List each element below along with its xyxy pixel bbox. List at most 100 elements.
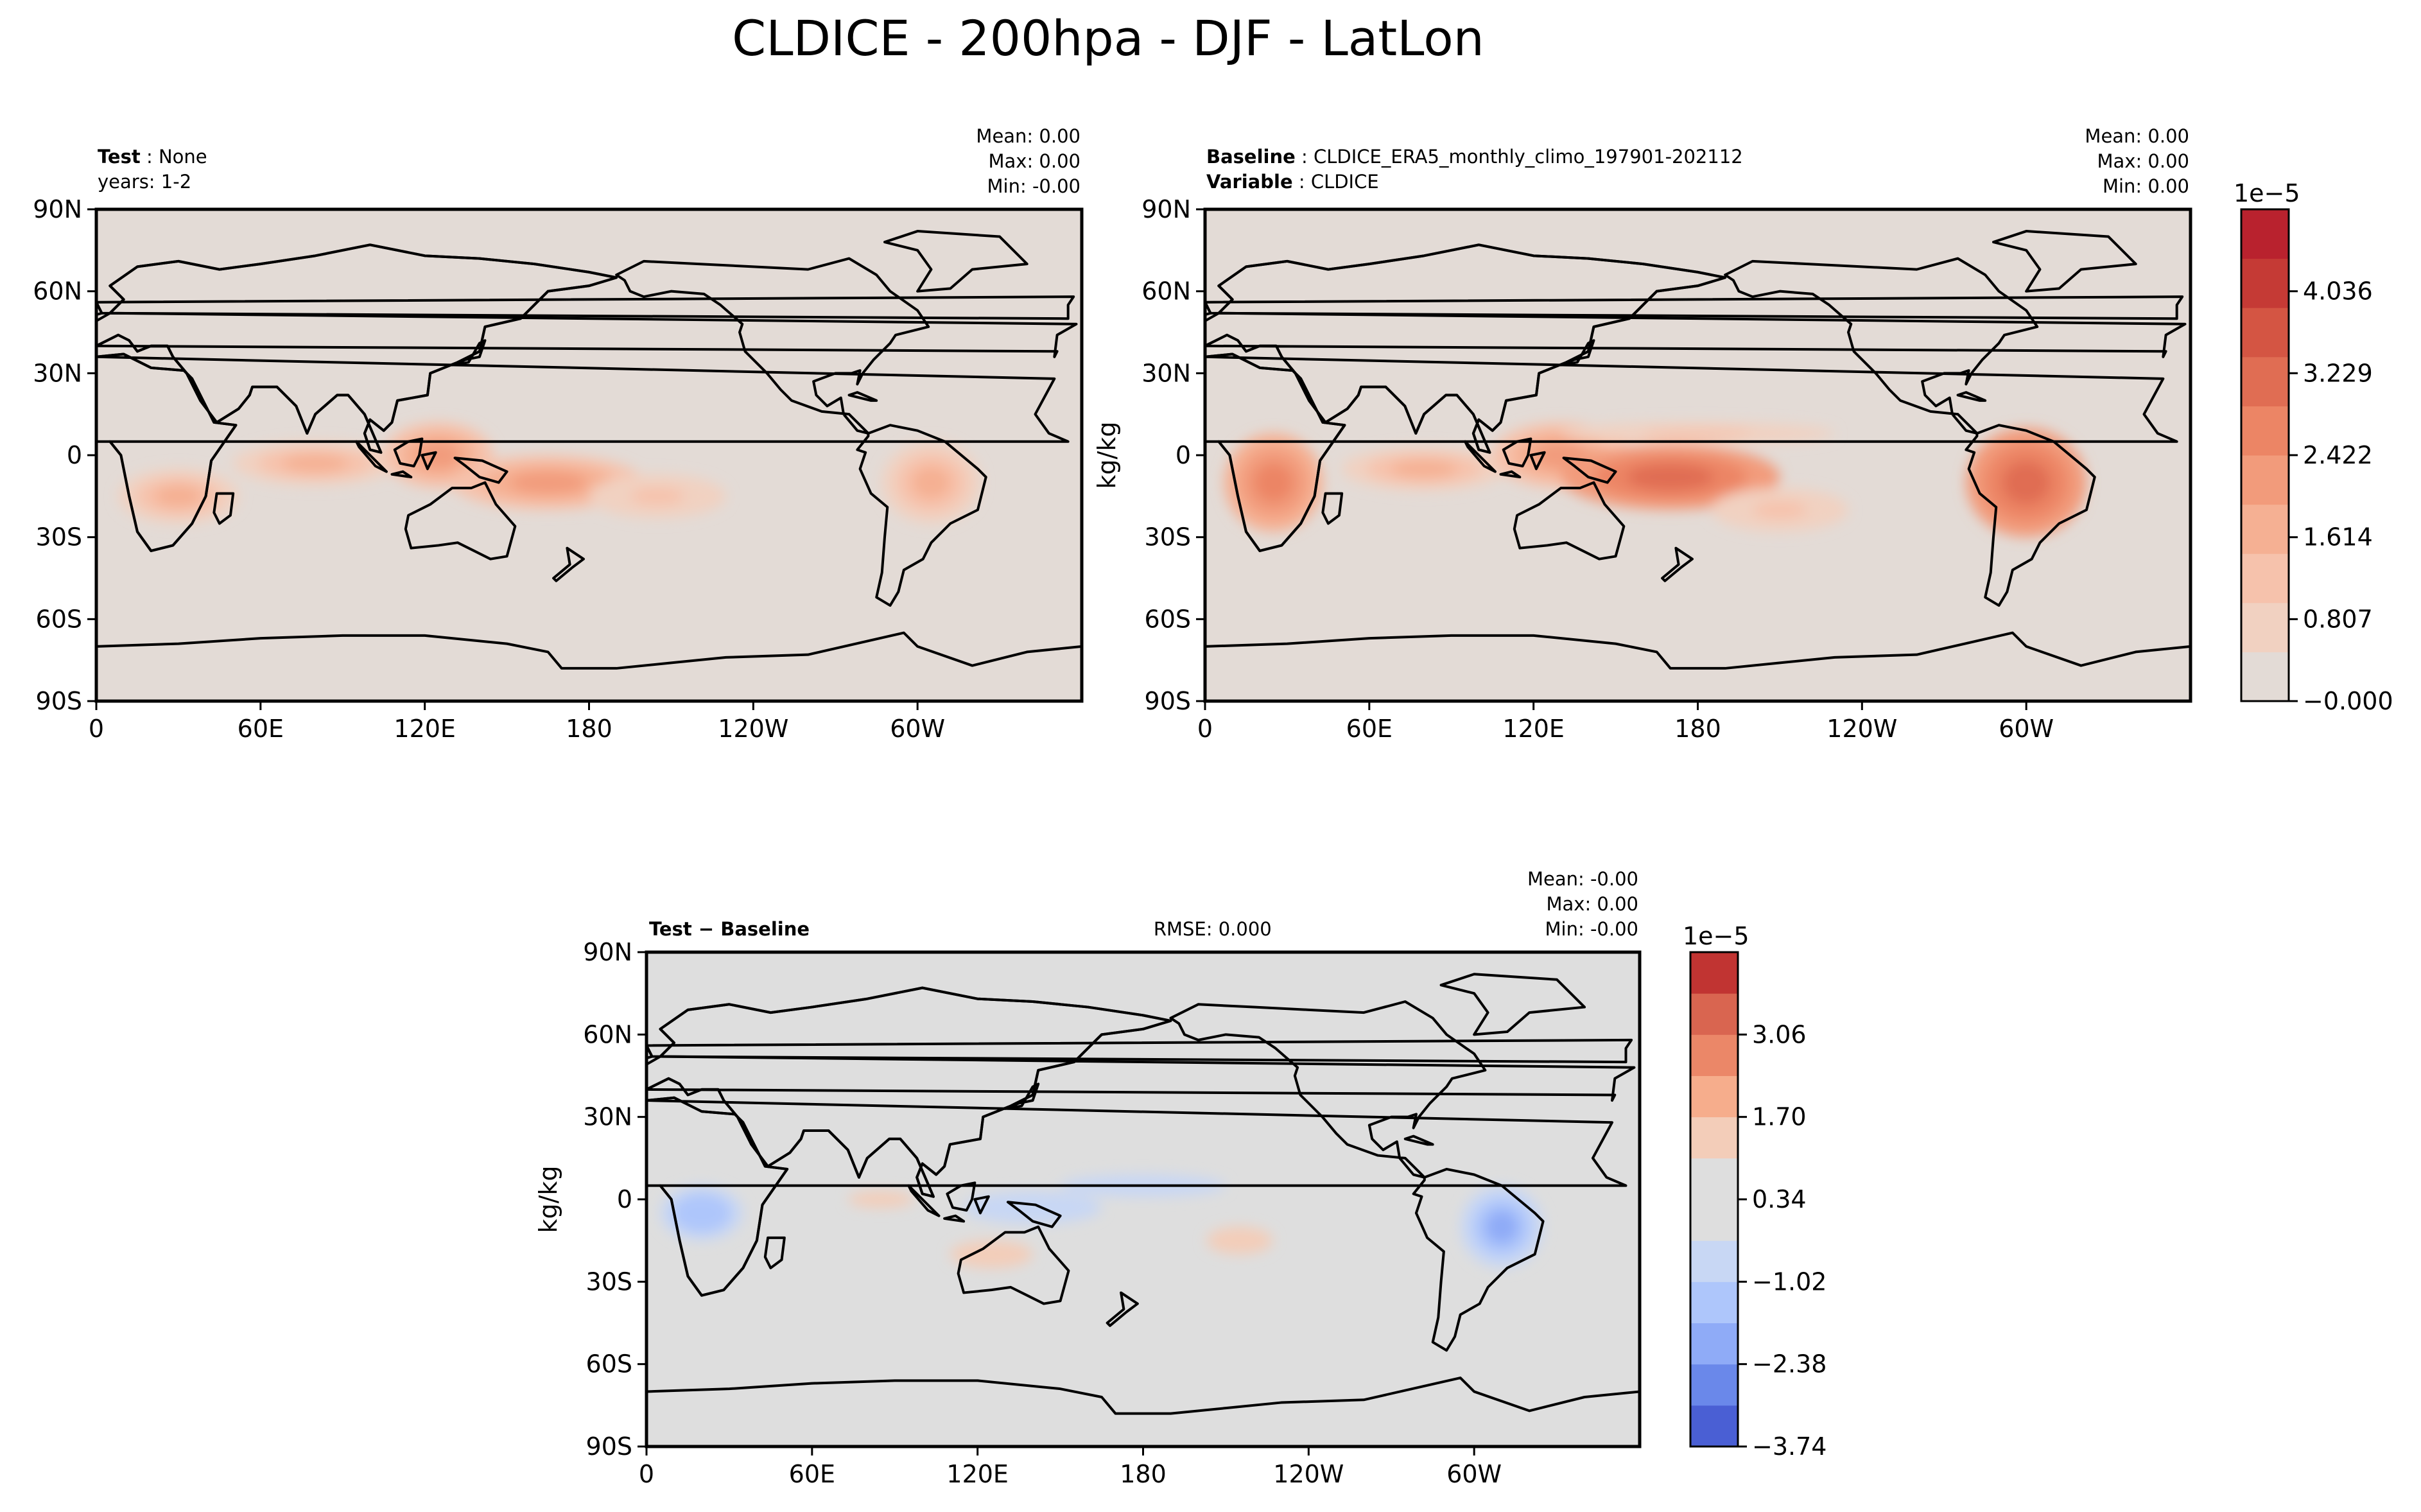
- panel-meta-line: years: 1-2: [98, 171, 191, 193]
- coastline: [646, 1044, 654, 1060]
- y-tick-label: 0: [67, 441, 82, 469]
- x-tick-label: 120E: [394, 715, 456, 743]
- colorbar-segment: [2241, 308, 2289, 358]
- field-blob: [416, 442, 461, 469]
- map-field: [96, 209, 1082, 701]
- coastline: [1403, 1134, 1434, 1146]
- coastline: [646, 986, 1172, 1198]
- x-tick-label: 180: [566, 715, 612, 743]
- x-tick-label: 0: [639, 1460, 654, 1488]
- coastline: [1205, 352, 1346, 552]
- y-tick-label: 30S: [586, 1267, 632, 1296]
- coastline: [213, 492, 235, 525]
- coastline: [1559, 339, 1595, 367]
- panel-title: Test − Baseline: [649, 918, 810, 940]
- field-blob: [282, 455, 349, 473]
- x-tick-label: 0: [89, 715, 104, 743]
- colorbar-segment: [2241, 406, 2289, 456]
- colorbar-tick-label: −1.02: [1752, 1267, 1827, 1296]
- field-blob: [1643, 429, 1753, 438]
- coastline: [390, 470, 413, 479]
- y-tick-label: 90S: [36, 687, 82, 715]
- stat-line: Mean: -0.00: [1527, 868, 1638, 890]
- coastline: [615, 257, 930, 435]
- coastline: [96, 295, 1075, 320]
- colorbar-segment: [2241, 356, 2289, 406]
- coastline: [1003, 1082, 1040, 1110]
- coastline: [1562, 456, 1617, 484]
- coastline: [96, 243, 618, 454]
- coastline: [96, 300, 103, 317]
- x-tick-label: 60W: [1446, 1460, 1502, 1488]
- y-tick-label: 90S: [586, 1432, 632, 1461]
- panel-meta-line: Variable : CLDICE: [1206, 171, 1379, 193]
- stat-line: Min: -0.00: [1545, 918, 1638, 940]
- x-tick-label: 120W: [718, 715, 788, 743]
- colorbar-tick-label: 0.34: [1752, 1185, 1807, 1213]
- colorbar-segment: [2241, 553, 2289, 604]
- panel-difference: 0 60E 120E 180 120W 60W 90N 60N 30N 0 30S 60S 90S kg/…: [534, 868, 1827, 1488]
- panel-test: 0 60E 120E 180 120W 60W 90N 60N 30N 0 30S 60S 90S Tes…: [33, 125, 1084, 743]
- y-tick-label: 90N: [583, 938, 632, 966]
- x-tick-label: 60E: [238, 715, 284, 743]
- field-blob: [1253, 462, 1294, 503]
- y-axis-label: kg/kg: [534, 1165, 562, 1233]
- coastline: [1205, 631, 2191, 701]
- colorbar-segment: [1690, 1282, 1738, 1323]
- field-blob: [911, 466, 951, 500]
- stat-line: Min: -0.00: [987, 175, 1080, 197]
- colorbar-segment: [2241, 209, 2289, 259]
- field-blob: [1752, 501, 1808, 519]
- colorbar-segment: [1690, 993, 1738, 1035]
- panel-baseline: 0 60E 120E 180 120W 60W 90N 60N 30N 0 30S 60S 90S kg/…: [1093, 125, 2393, 743]
- coastline: [1205, 295, 2184, 320]
- y-tick-label: 60S: [36, 605, 82, 633]
- colorbar-segment: [1690, 1075, 1738, 1118]
- coastline: [451, 339, 487, 367]
- y-tick-label: 60N: [583, 1020, 632, 1048]
- coastline: [1499, 470, 1522, 479]
- coastline: [453, 456, 508, 484]
- colorbar-tick-label: −0.000: [2303, 687, 2393, 715]
- panel-meta-line: Baseline : CLDICE_ERA5_monthly_climo_197…: [1206, 146, 1743, 168]
- colorbar-segment: [2241, 602, 2289, 652]
- colorbar-segment: [1690, 1158, 1738, 1200]
- colorbar-segment: [1690, 952, 1738, 994]
- coastline: [943, 1214, 966, 1223]
- y-tick-label: 60N: [1141, 277, 1191, 306]
- colorbar-segment: [1690, 1199, 1738, 1241]
- colorbar-segment: [2241, 504, 2289, 554]
- y-tick-label: 90N: [33, 195, 82, 223]
- coastline: [763, 1236, 786, 1269]
- colorbar-tick-label: −3.74: [1752, 1432, 1827, 1461]
- x-tick-label: 60E: [789, 1460, 835, 1488]
- coastline: [1439, 973, 1586, 1036]
- coastlines: [96, 230, 1082, 701]
- x-tick-label: 60W: [890, 715, 945, 743]
- stat-line: Max: 0.00: [988, 150, 1080, 172]
- colorbar-segment: [2241, 652, 2289, 702]
- coastline: [355, 440, 388, 473]
- coastline: [1412, 1167, 1545, 1352]
- coastline: [646, 1377, 1640, 1447]
- x-tick-label: 60W: [1999, 715, 2054, 743]
- colorbar-tick-label: 4.036: [2303, 277, 2373, 306]
- panel-meta-line: Test : None: [98, 146, 207, 168]
- coastline: [1529, 451, 1546, 471]
- x-tick-label: 120E: [946, 1460, 1009, 1488]
- coastline: [856, 424, 987, 607]
- stat-line: Min: 0.00: [2103, 175, 2189, 197]
- field-blob: [509, 471, 587, 494]
- coastline: [1006, 1201, 1062, 1228]
- colorbar-segment: [1690, 1034, 1738, 1076]
- x-tick-label: 120W: [1827, 715, 1897, 743]
- stat-line: Max: 0.00: [2097, 150, 2189, 172]
- colorbar-segment: [1690, 1240, 1738, 1282]
- coastline: [1724, 257, 2039, 435]
- coastline: [907, 1184, 941, 1217]
- stat-line: Mean: 0.00: [976, 125, 1080, 147]
- stat-line: Mean: 0.00: [2085, 125, 2189, 147]
- coastline: [883, 230, 1028, 293]
- field-blob: [630, 487, 685, 505]
- y-tick-label: 30N: [1141, 359, 1191, 387]
